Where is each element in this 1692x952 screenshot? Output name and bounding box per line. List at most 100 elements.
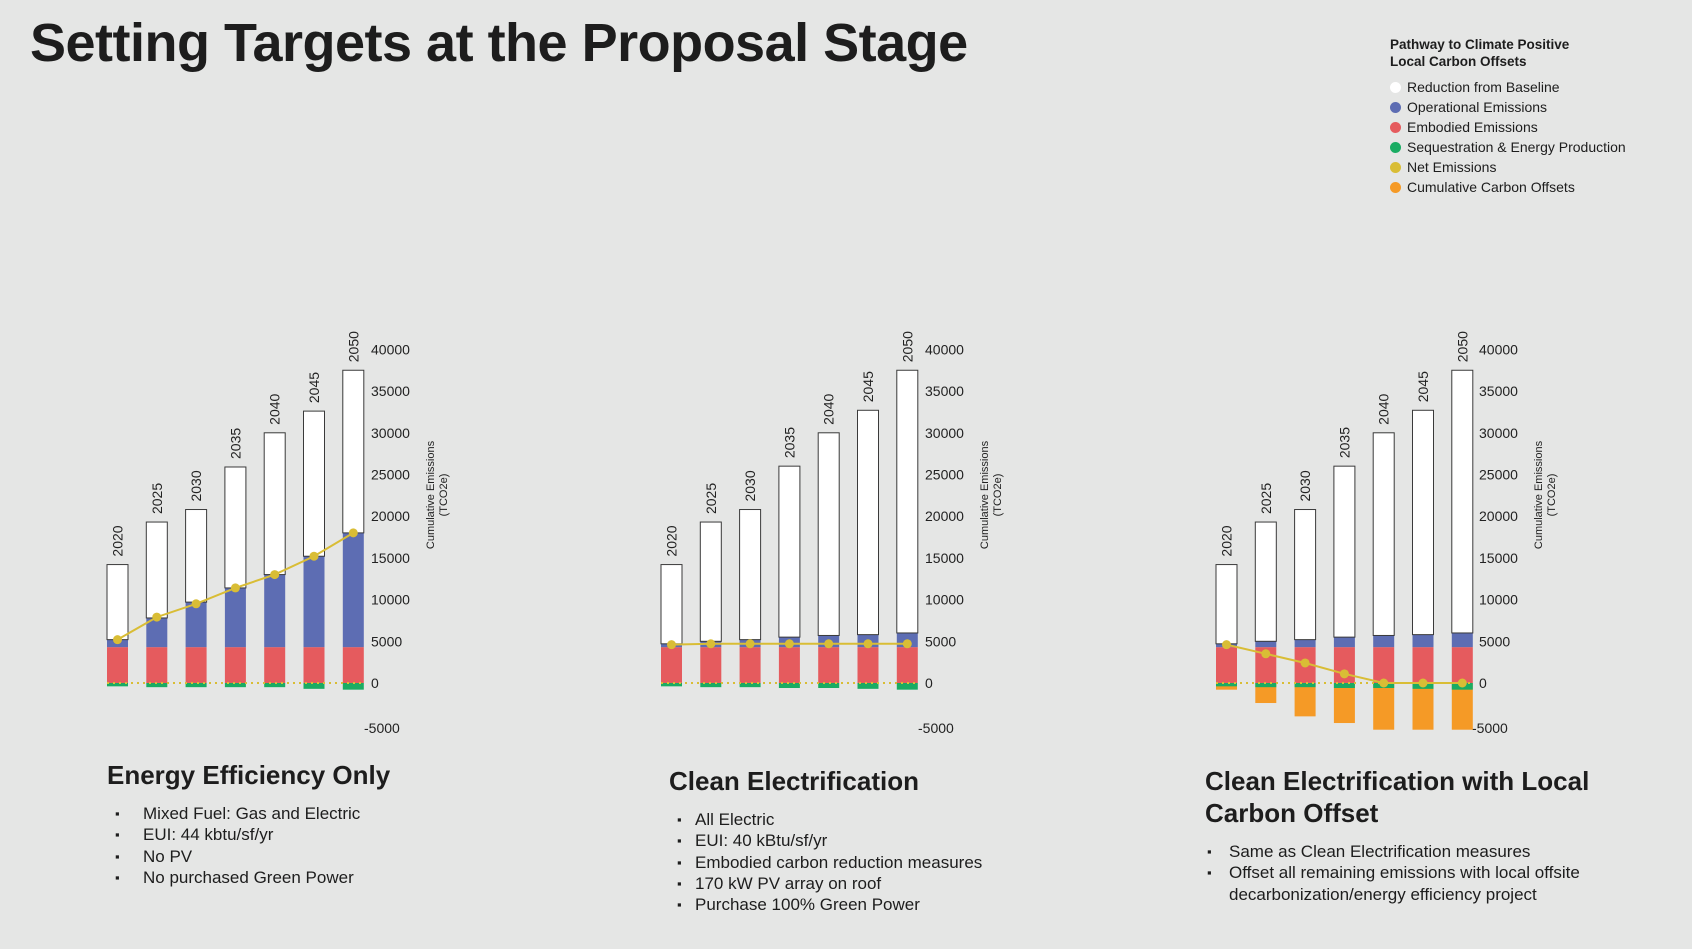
net-emissions-point <box>1339 669 1349 679</box>
category-label: 2030 <box>742 470 758 501</box>
reduction-bar <box>896 369 919 634</box>
category-label: 2040 <box>1376 393 1392 424</box>
embodied-bar <box>1255 647 1277 683</box>
y-tick-label: -5000 <box>364 720 400 736</box>
y-tick-label: 40000 <box>1479 341 1518 357</box>
reduction-bar <box>1412 409 1434 636</box>
y-tick-label: 0 <box>371 675 379 691</box>
operational-bar <box>1294 639 1316 648</box>
embodied-bar <box>264 647 286 683</box>
legend-item-sequestration: Sequestration & Energy Production <box>1390 137 1626 157</box>
y-tick-label: 15000 <box>371 550 410 566</box>
embodied-bar <box>303 647 325 683</box>
legend-label: Operational Emissions <box>1407 99 1548 115</box>
sequestration-bar <box>778 683 800 689</box>
net-emissions-point <box>348 528 358 538</box>
y-tick-label: 30000 <box>371 425 410 441</box>
y-tick-label: 25000 <box>925 467 964 483</box>
category-label: 2035 <box>227 428 243 459</box>
panel-title: Energy Efficiency Only <box>107 760 391 790</box>
panel-local-offset-text: Clean Electrification with Local Carbon … <box>1205 765 1635 905</box>
reduction-bar <box>1333 465 1356 638</box>
reduction-bar <box>1372 432 1395 636</box>
y-tick-label: 0 <box>925 675 933 691</box>
category-label: 2050 <box>899 331 915 362</box>
offset-bar <box>1373 683 1395 730</box>
category-label: 2035 <box>781 427 797 458</box>
panel-clean-electrification-text: Clean Electrification All Electric EUI: … <box>669 765 982 916</box>
list-item: Embodied carbon reduction measures <box>669 852 982 874</box>
bottom-divider <box>0 949 1692 952</box>
embodied-bar <box>224 647 246 683</box>
embodied-bar <box>857 647 879 683</box>
y-tick-label: 35000 <box>371 383 410 399</box>
legend-swatch <box>1390 141 1401 153</box>
reduction-bar <box>1254 521 1277 642</box>
y-tick-label: 20000 <box>1479 508 1518 524</box>
category-label: 2030 <box>1297 470 1313 501</box>
offset-bar <box>1255 683 1277 704</box>
list-item: No purchased Green Power <box>107 867 390 889</box>
reduction-bar <box>145 521 168 619</box>
y-tick-label: 35000 <box>1479 383 1518 399</box>
reduction-bar <box>857 409 879 636</box>
category-label: 2050 <box>345 331 361 362</box>
panel-title: Clean Electrification <box>669 766 919 796</box>
reduction-bar <box>1294 509 1317 641</box>
embodied-bar <box>1451 647 1473 683</box>
operational-bar <box>1333 637 1355 648</box>
list-item: Offset all remaining emissions with loca… <box>1205 862 1635 905</box>
category-label: 2045 <box>1415 371 1431 402</box>
chart-panel-3: 40000 35000 30000 25000 20000 15000 10000 5000 0… <box>1215 331 1558 736</box>
net-emissions-point <box>309 551 319 561</box>
list-item: No PV <box>107 846 390 868</box>
y-axis-label: (TCO2e) <box>1546 474 1558 517</box>
list-item: Purchase 100% Green Power <box>669 894 982 916</box>
sequestration-bar <box>661 683 682 687</box>
embodied-bar <box>1373 647 1395 683</box>
category-label: 2020 <box>110 525 126 556</box>
legend-swatch <box>1390 101 1401 113</box>
operational-bar <box>1451 632 1473 648</box>
net-emissions-point <box>784 639 794 649</box>
y-tick-label: 20000 <box>371 508 410 524</box>
list-item: EUI: 40 kBtu/sf/yr <box>669 830 982 852</box>
operational-bar <box>185 602 207 648</box>
category-label: 2035 <box>1336 427 1352 458</box>
legend-item-embodied: Embodied Emissions <box>1390 117 1626 137</box>
embodied-bar <box>185 647 207 683</box>
chart-panel-1: 40000 35000 30000 25000 20000 15000 10000 5000 0… <box>106 331 450 736</box>
reduction-bar <box>1451 369 1474 634</box>
offset-bar <box>1333 683 1355 724</box>
chart-panel-2: 40000 35000 30000 25000 20000 15000 10000 5000 0… <box>660 331 1004 736</box>
sequestration-bar <box>1333 683 1355 689</box>
y-tick-label: 30000 <box>925 425 964 441</box>
category-label: 2025 <box>703 483 719 514</box>
sequestration-bar <box>1216 683 1237 687</box>
operational-bar <box>224 587 246 648</box>
net-emissions-point <box>1300 658 1310 668</box>
legend-item-reduction: Reduction from Baseline <box>1390 77 1626 97</box>
sequestration-bar <box>146 683 168 688</box>
y-tick-label: -5000 <box>918 720 954 736</box>
net-emissions-point <box>706 639 716 649</box>
net-emissions-point <box>1418 678 1428 688</box>
net-emissions-point <box>230 583 240 593</box>
list-item: All Electric <box>669 809 982 831</box>
y-tick-label: 30000 <box>1479 425 1518 441</box>
y-tick-label: 15000 <box>925 550 964 566</box>
panel-title: Clean Electrification with Local Carbon … <box>1205 766 1590 828</box>
y-tick-label: 5000 <box>1479 633 1510 649</box>
sequestration-bar <box>342 683 364 690</box>
y-tick-label: 25000 <box>371 467 410 483</box>
sequestration-bar <box>224 683 246 688</box>
sequestration-bar <box>264 683 286 688</box>
net-emissions-point <box>863 639 873 649</box>
net-emissions-point <box>152 612 162 622</box>
embodied-bar <box>700 647 722 683</box>
operational-bar <box>146 617 168 648</box>
reduction-bar <box>303 410 325 557</box>
y-axis-label: Cumulative Emissions <box>979 440 991 549</box>
net-emissions-point <box>1379 678 1389 688</box>
